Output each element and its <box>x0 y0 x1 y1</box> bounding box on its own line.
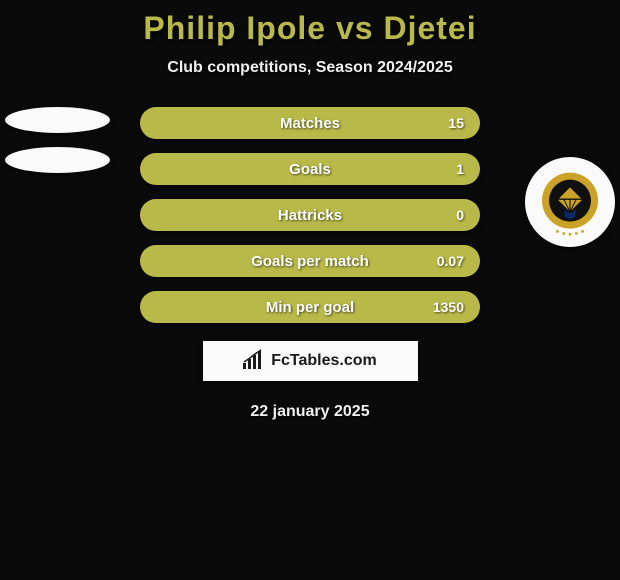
stat-bar-matches: Matches 15 <box>140 107 480 139</box>
brand-text: FcTables.com <box>271 352 377 370</box>
player-placeholder-icon <box>5 107 110 133</box>
stat-right-value: 1 <box>424 161 464 177</box>
page-subtitle: Club competitions, Season 2024/2025 <box>0 59 620 77</box>
stat-bar-min-per-goal: Min per goal 1350 <box>140 291 480 323</box>
stat-bar-goals-per-match: Goals per match 0.07 <box>140 245 480 277</box>
stat-label: Goals per match <box>251 253 369 270</box>
player-right-slot <box>525 157 615 247</box>
stat-right-value: 15 <box>424 115 464 131</box>
stat-right-value: 0.07 <box>424 253 464 269</box>
player-left-slot <box>5 107 110 173</box>
brand-link[interactable]: FcTables.com <box>203 341 418 381</box>
club-badge-icon <box>525 157 615 247</box>
stat-label: Goals <box>289 161 331 178</box>
comparison-widget: Philip Ipole vs Djetei Club competitions… <box>0 0 620 421</box>
stats-area: Matches 15 Goals 1 Hattricks 0 Goals per… <box>0 107 620 323</box>
stat-label: Hattricks <box>278 207 342 224</box>
stat-label: Min per goal <box>266 299 354 316</box>
bar-chart-icon <box>243 349 265 374</box>
stat-label: Matches <box>280 115 340 132</box>
stat-right-value: 1350 <box>424 299 464 315</box>
page-title: Philip Ipole vs Djetei <box>0 10 620 47</box>
snapshot-date: 22 january 2025 <box>0 403 620 421</box>
club-placeholder-icon <box>5 147 110 173</box>
stat-bar-hattricks: Hattricks 0 <box>140 199 480 231</box>
stat-bar-goals: Goals 1 <box>140 153 480 185</box>
stat-right-value: 0 <box>424 207 464 223</box>
